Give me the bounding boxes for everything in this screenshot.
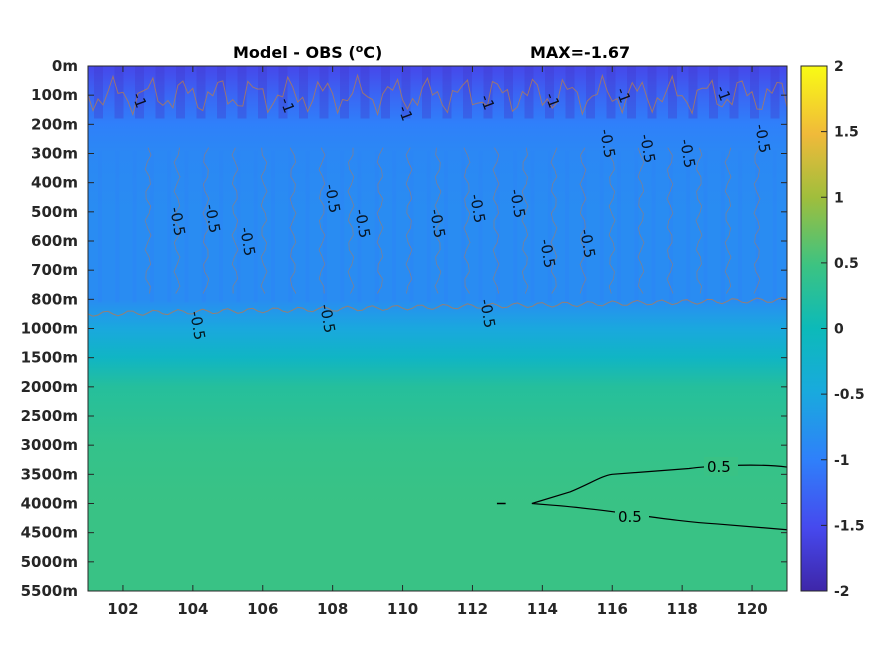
y-tick-label: 600m (31, 232, 78, 250)
colorbar-tick-label: -1.5 (834, 518, 865, 534)
y-tick-label: 700m (31, 261, 78, 279)
contour-label-bg (615, 507, 649, 526)
y-tick-label: 200m (31, 115, 78, 133)
contour-label-mid: -0.5 (596, 128, 619, 160)
contour-label-upper: -1 (394, 103, 416, 123)
contour-label-mid: -0.5 (636, 133, 659, 165)
colorbar-tick-label: 1 (834, 190, 844, 206)
colorbar-tick-label: 2 (834, 59, 844, 75)
contour-minus-05 (87, 296, 788, 317)
contour-label-mid: -0.5 (201, 203, 224, 235)
x-tick-label: 112 (457, 600, 488, 618)
colorbar-tick-label: -1 (834, 453, 850, 469)
y-tick-label: 800m (31, 290, 78, 308)
contour-label-mid: -0.5 (536, 238, 559, 270)
y-tick-label: 5000m (21, 553, 78, 571)
plot-area: -1 -1 -1 -1 -1 -1 -1 -0.5 -0.5 -0.5 -0.5 -0.5 -0.5 -0… (87, 65, 788, 592)
x-axis: 102 104 106 108 110 112 114 116 118 120 (107, 66, 768, 618)
y-tick-label: 500m (31, 203, 78, 221)
contour-label-mid: -0.5 (676, 138, 699, 170)
y-tick-label: 3500m (21, 465, 78, 483)
y-tick-label: 5500m (21, 582, 78, 600)
contour-label-mid: -0.5 (466, 193, 489, 225)
chart-title: Model - OBS (oC) (233, 42, 382, 63)
contour-label-mid: -0.5 (576, 228, 599, 260)
y-tick-label: 400m (31, 174, 78, 192)
contour-label-upper: -1 (128, 90, 150, 110)
y-tick-label: 4000m (21, 495, 78, 513)
y-axis: 0m 100m 200m 300m 400m 500m 600m 700m 800m 1000m 1… (21, 57, 787, 600)
x-tick-label: 104 (177, 600, 208, 618)
y-tick-label: 100m (31, 86, 78, 104)
contour-label-mid: -0.5 (476, 298, 499, 330)
max-label: MAX=-1.67 (530, 43, 630, 62)
heatmap-field (88, 66, 787, 591)
x-tick-label: 102 (107, 600, 138, 618)
contour-label-mid: -0.5 (751, 123, 774, 155)
colorbar-tick-label: 0 (834, 322, 844, 338)
colorbar-tick-label: 0.5 (834, 256, 859, 272)
heatmap-texture (94, 66, 780, 303)
contour-label-black: 0.5 (618, 508, 642, 526)
x-tick-label: 106 (247, 600, 278, 618)
y-tick-label: 2500m (21, 407, 78, 425)
contour-label-upper: -1 (476, 92, 498, 112)
y-tick-label: 300m (31, 145, 78, 163)
contour-label-mid: -0.5 (166, 206, 189, 238)
contour-label-mid: -0.5 (506, 188, 529, 220)
y-tick-label: 1000m (21, 320, 78, 338)
contour-label-mid: -0.5 (186, 310, 209, 342)
contour-label-black: 0.5 (707, 458, 731, 476)
contour-label-bg (704, 457, 738, 476)
y-tick-label: 3000m (21, 436, 78, 454)
contour-label-mid: -0.5 (236, 226, 259, 258)
contour-label-mid: -0.5 (351, 208, 374, 240)
contour-label-upper: -1 (612, 85, 634, 105)
y-tick-label: 4500m (21, 524, 78, 542)
y-tick-label: 2000m (21, 378, 78, 396)
contour-lines: -1 -1 -1 -1 -1 -1 -1 -0.5 -0.5 -0.5 -0.5 -0.5 -0.5 -0… (87, 73, 788, 531)
contour-label-upper: -1 (712, 83, 734, 103)
x-tick-label: 120 (736, 600, 767, 618)
contour-label-mid: -0.5 (316, 303, 339, 335)
contour-label-mid: -0.5 (426, 208, 449, 240)
x-tick-label: 118 (666, 600, 697, 618)
contour-label-mid: -0.5 (321, 183, 344, 215)
colorbar: 2 1.5 1 0.5 0 -0.5 -1 -1.5 -2 (800, 59, 865, 600)
y-tick-label: 1500m (21, 349, 78, 367)
y-tick-label: 0m (52, 57, 78, 75)
colorbar-tick-label: -0.5 (834, 387, 865, 403)
x-tick-label: 114 (527, 600, 558, 618)
x-tick-label: 116 (597, 600, 628, 618)
contour-minus-1 (87, 73, 788, 117)
contour-label-upper: -1 (541, 90, 563, 110)
x-tick-label: 108 (317, 600, 348, 618)
colorbar-tick-label: 1.5 (834, 125, 859, 141)
contour-label-upper: -1 (276, 95, 298, 115)
colorbar-tick-label: -2 (834, 584, 850, 600)
x-tick-label: 110 (387, 600, 418, 618)
